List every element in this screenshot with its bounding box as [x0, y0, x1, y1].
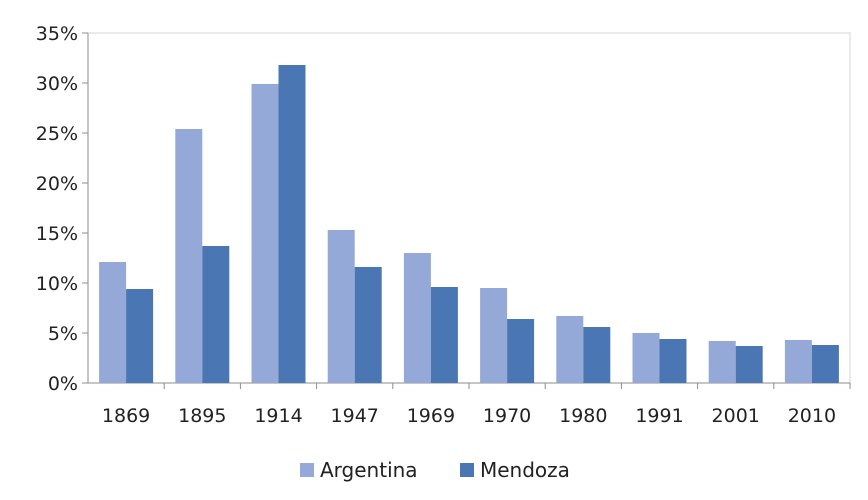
- x-tick-label: 1869: [102, 405, 150, 427]
- bar-argentina-2010: [784, 340, 812, 383]
- x-axis: 1869 1895 1914 1947 1969 1970 1980 1991 2001 2010: [88, 382, 851, 427]
- bar-mendoza-2001: [735, 346, 763, 383]
- bars: [99, 65, 839, 383]
- y-tick-label: 30%: [36, 73, 78, 95]
- bar-argentina-1970: [480, 288, 508, 383]
- bar-mendoza-1980: [583, 327, 611, 383]
- x-tick-label: 1914: [254, 405, 302, 427]
- bar-argentina-1869: [99, 262, 127, 383]
- y-tick-label: 15%: [36, 223, 78, 245]
- bar-argentina-1991: [632, 333, 660, 383]
- x-tick-label: 1980: [559, 405, 607, 427]
- y-tick-label: 25%: [36, 123, 78, 145]
- x-tick-label: 2001: [712, 405, 760, 427]
- bar-mendoza-1969: [430, 287, 458, 383]
- legend-label-mendoza: Mendoza: [480, 458, 570, 482]
- x-tick-label: 1969: [407, 405, 455, 427]
- y-axis: 0% 5% 10% 15% 20% 25% 30% 35%: [36, 23, 89, 395]
- bar-mendoza-1914: [278, 65, 306, 383]
- x-tick-label: 1991: [635, 405, 683, 427]
- x-tick-label: 1970: [483, 405, 531, 427]
- y-tick-label: 0%: [48, 373, 78, 395]
- legend: Argentina Mendoza: [300, 458, 570, 482]
- bar-mendoza-1895: [202, 246, 230, 383]
- bar-mendoza-1947: [354, 267, 382, 383]
- bar-argentina-1947: [327, 230, 355, 383]
- x-tick-label: 1895: [178, 405, 226, 427]
- bar-argentina-1969: [403, 253, 431, 383]
- y-tick-label: 5%: [48, 323, 78, 345]
- bar-argentina-2001: [708, 341, 736, 383]
- legend-label-argentina: Argentina: [320, 458, 418, 482]
- bar-argentina-1895: [175, 129, 203, 383]
- y-tick-label: 20%: [36, 173, 78, 195]
- legend-swatch-mendoza: [460, 463, 474, 477]
- bar-mendoza-1869: [126, 289, 154, 383]
- bar-mendoza-2010: [811, 345, 839, 383]
- bar-mendoza-1970: [507, 319, 535, 383]
- y-tick-label: 35%: [36, 23, 78, 45]
- bar-argentina-1914: [251, 84, 279, 383]
- y-tick-label: 10%: [36, 273, 78, 295]
- bar-argentina-1980: [556, 316, 584, 383]
- x-tick-label: 1947: [331, 405, 379, 427]
- bar-mendoza-1991: [659, 339, 687, 383]
- x-tick-label: 2010: [788, 405, 836, 427]
- legend-swatch-argentina: [300, 463, 314, 477]
